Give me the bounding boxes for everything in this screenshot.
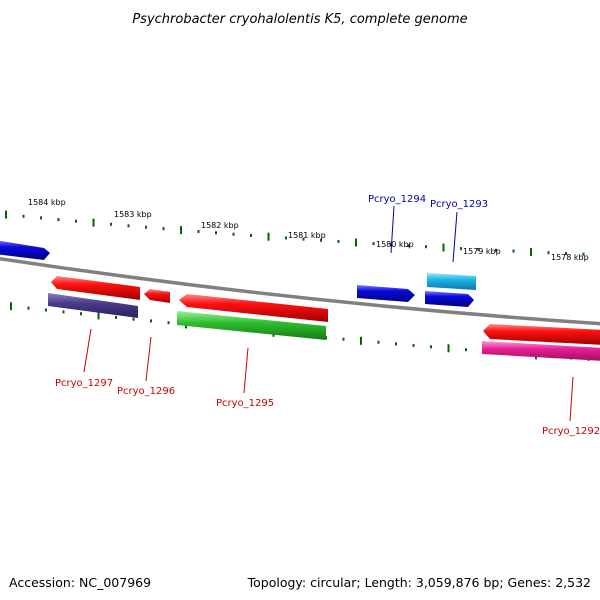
ruler-label-1583: 1583 kbp <box>114 210 152 219</box>
label-line-pcryo-1292 <box>569 376 574 422</box>
ruler-tick-inner-minor <box>377 340 380 344</box>
cog-block-pcryo-1297 <box>48 293 138 318</box>
ruler-tick-outer-minor <box>40 216 42 220</box>
ruler-tick-inner-minor <box>45 308 47 312</box>
ruler-tick-inner-minor <box>150 319 152 323</box>
label-line-pcryo-1296 <box>145 336 152 382</box>
gene-pcryo-1296[interactable] <box>144 289 170 303</box>
label-line-pcryo-1294 <box>390 205 395 254</box>
ruler-tick-outer-major <box>442 243 445 252</box>
ruler-tick-outer-minor <box>407 244 410 248</box>
ruler-tick-inner-minor <box>132 317 135 321</box>
ruler-label-1582: 1582 kbp <box>201 221 239 230</box>
ruler-label-1578: 1578 kbp <box>551 253 589 262</box>
ruler-tick-inner-major <box>360 336 362 345</box>
genome-backbone <box>0 256 600 326</box>
ruler-tick-outer-minor <box>512 249 515 253</box>
ruler-tick-outer-major <box>180 226 182 235</box>
ruler-tick-inner-minor <box>395 342 397 346</box>
gene-label-pcryo-1292[interactable]: Pcryo_1292 <box>542 426 600 437</box>
ruler-tick-inner-major <box>97 311 100 320</box>
label-line-pcryo-1295 <box>243 347 249 394</box>
gene-forward-left-edge[interactable] <box>0 240 50 260</box>
map-title: Psychrobacter cryohalolentis K5, complet… <box>132 12 467 27</box>
ruler-tick-outer-minor <box>250 233 252 237</box>
ruler-tick-inner-minor <box>430 345 432 349</box>
ruler-tick-outer-minor <box>372 242 375 246</box>
ruler-tick-outer-minor <box>215 231 217 235</box>
ruler-tick-inner-minor <box>167 321 170 325</box>
ruler-tick-inner-minor <box>62 310 65 314</box>
ruler-tick-inner-minor <box>412 343 415 347</box>
ruler-tick-outer-minor <box>425 245 427 249</box>
ruler-tick-outer-major <box>355 238 357 247</box>
ruler-label-1580: 1580 kbp <box>376 240 414 249</box>
gene-pcryo-1292[interactable] <box>483 324 600 345</box>
ruler-tick-outer-minor <box>110 222 112 226</box>
cog-block-pcryo-1295 <box>177 311 326 340</box>
gene-pcryo-1295[interactable] <box>179 294 328 322</box>
ruler-tick-outer-minor <box>197 230 200 233</box>
gene-pcryo-1293[interactable] <box>425 291 474 307</box>
genome-summary-text: Topology: circular; Length: 3,059,876 bp… <box>247 575 591 590</box>
ruler-tick-outer-minor <box>565 252 567 255</box>
gene-label-pcryo-1293[interactable]: Pcryo_1293 <box>430 199 488 210</box>
gene-label-pcryo-1297[interactable]: Pcryo_1297 <box>55 378 113 389</box>
cog-block-pcryo-1292 <box>482 341 600 361</box>
label-line-pcryo-1293 <box>452 211 458 263</box>
ruler-tick-inner-minor <box>80 312 82 316</box>
ruler-tick-outer-minor <box>75 219 77 223</box>
ruler-tick-outer-minor <box>582 252 585 256</box>
accession-text: Accession: NC_007969 <box>9 575 151 590</box>
ruler-tick-outer-minor <box>477 247 480 251</box>
ruler-tick-outer-minor <box>162 227 165 231</box>
ruler-tick-outer-minor <box>285 236 287 240</box>
ruler-tick-outer-minor <box>337 239 340 243</box>
ruler-tick-outer-minor <box>127 224 130 228</box>
ruler-label-1579: 1579 kbp <box>463 247 501 256</box>
gene-pcryo-1294[interactable] <box>357 285 415 302</box>
ruler-tick-outer-minor <box>145 225 147 229</box>
label-line-pcryo-1297 <box>83 328 92 373</box>
gene-label-pcryo-1294[interactable]: Pcryo_1294 <box>368 194 426 205</box>
ruler-tick-inner-minor <box>27 306 30 310</box>
ruler-tick-outer-major <box>92 218 95 227</box>
gene-label-pcryo-1296[interactable]: Pcryo_1296 <box>117 386 175 397</box>
ruler-tick-outer-minor <box>320 238 322 242</box>
gene-label-pcryo-1295[interactable]: Pcryo_1295 <box>216 398 274 409</box>
ruler-tick-inner-minor <box>115 315 117 319</box>
ruler-tick-outer-minor <box>390 243 392 247</box>
ruler-tick-inner-minor <box>465 348 467 352</box>
ruler-tick-inner-minor <box>342 337 345 341</box>
ruler-tick-outer-major <box>5 210 7 219</box>
ruler-tick-inner-major <box>10 302 12 311</box>
ruler-tick-outer-minor <box>460 247 462 251</box>
gene-pcryo-1297[interactable] <box>51 276 140 300</box>
ruler-label-1581: 1581 kbp <box>288 231 326 240</box>
ruler-tick-outer-minor <box>57 218 60 222</box>
ruler-tick-outer-minor <box>22 214 25 218</box>
ruler-ticks-outer <box>5 210 585 256</box>
ruler-tick-outer-minor <box>302 237 305 241</box>
ruler-tick-inner-major <box>447 344 450 353</box>
ruler-tick-outer-minor <box>547 251 550 255</box>
ruler-label-1584: 1584 kbp <box>28 198 66 207</box>
cog-block-pcryo-1293 <box>427 273 476 290</box>
ruler-tick-outer-major <box>267 232 270 241</box>
ruler-tick-outer-major <box>530 247 532 256</box>
ruler-tick-outer-minor <box>495 248 497 252</box>
ruler-tick-outer-minor <box>232 232 235 236</box>
